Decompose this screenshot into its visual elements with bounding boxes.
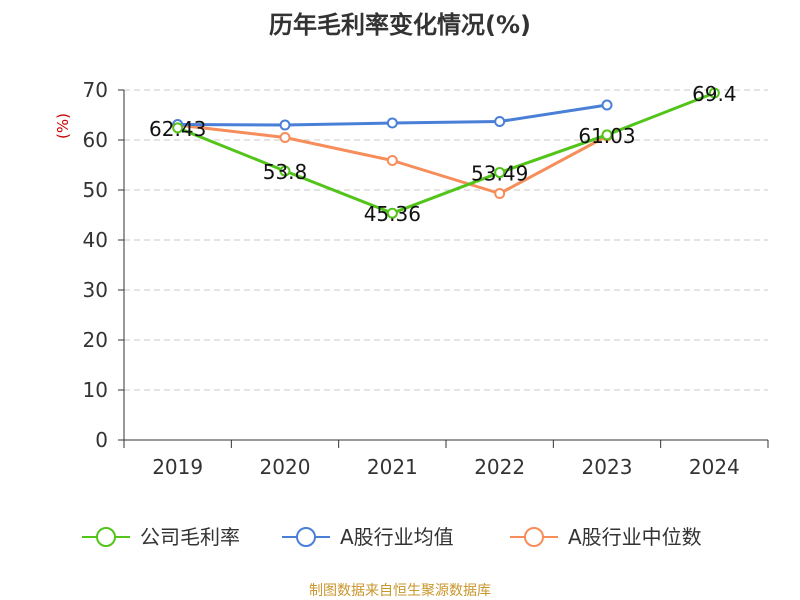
- data-point: [279, 119, 291, 131]
- legend-item[interactable]: A股行业中位数: [510, 525, 702, 549]
- legend-marker-icon: [524, 527, 544, 547]
- series-0: [172, 87, 720, 219]
- y-tick-label: 0: [95, 428, 108, 452]
- legend-marker-icon: [296, 527, 316, 547]
- data-label: 61.03: [578, 124, 635, 148]
- data-label: 53.49: [471, 162, 528, 186]
- y-tick-label: 70: [83, 78, 108, 102]
- data-point: [494, 167, 506, 179]
- series-2: [172, 119, 613, 199]
- data-point: [386, 117, 398, 129]
- chart-title: 历年毛利率变化情况(%): [269, 11, 531, 39]
- data-label: 62.43: [149, 117, 206, 141]
- x-tick-label: 2019: [152, 455, 203, 479]
- data-label: 45.36: [364, 202, 421, 226]
- gridlines: [124, 89, 768, 391]
- data-source-note: 制图数据来自恒生聚源数据库: [309, 583, 491, 599]
- x-tick-label: 2022: [474, 455, 525, 479]
- y-tick-label: 40: [83, 228, 108, 252]
- legend-label: 公司毛利率: [140, 525, 240, 549]
- legend[interactable]: 公司毛利率 A股行业均值 A股行业中位数: [82, 525, 702, 549]
- data-point: [708, 87, 720, 99]
- legend-label: A股行业中位数: [568, 525, 702, 549]
- legend-label: A股行业均值: [340, 525, 454, 549]
- y-axis-label: (%): [54, 113, 72, 139]
- data-point: [601, 99, 613, 111]
- data-point: [494, 188, 506, 199]
- y-tick-label: 30: [83, 278, 108, 302]
- x-tick-label: 2023: [582, 455, 633, 479]
- data-point: [386, 155, 398, 166]
- data-label: 53.8: [263, 160, 308, 184]
- y-tick-label: 10: [83, 378, 108, 402]
- data-point: [172, 122, 184, 134]
- data-point: [279, 132, 291, 143]
- y-tick-label: 20: [83, 328, 108, 352]
- legend-item[interactable]: A股行业均值: [282, 525, 454, 549]
- x-tick-label: 2024: [689, 455, 740, 479]
- axes: 0 10 20 30 40 50 60 70 2019 2020 2021 2022 2023 2024: [83, 78, 769, 479]
- series-line: [177, 91, 715, 215]
- data-point: [494, 116, 506, 127]
- y-tick-label: 50: [83, 178, 108, 202]
- data-point: [279, 165, 291, 177]
- series-lines: [172, 87, 720, 219]
- x-tick-label: 2020: [260, 455, 311, 479]
- data-point: [386, 207, 398, 219]
- series-1: [172, 99, 613, 131]
- data-labels: 62.43 53.8 45.36 53.49 61.03 69.4: [149, 82, 737, 226]
- x-tick-label: 2021: [367, 455, 418, 479]
- legend-item[interactable]: 公司毛利率: [82, 525, 240, 549]
- y-tick-label: 60: [83, 128, 108, 152]
- data-point: [601, 129, 613, 141]
- data-label: 69.4: [692, 82, 737, 106]
- legend-marker-icon: [96, 527, 116, 547]
